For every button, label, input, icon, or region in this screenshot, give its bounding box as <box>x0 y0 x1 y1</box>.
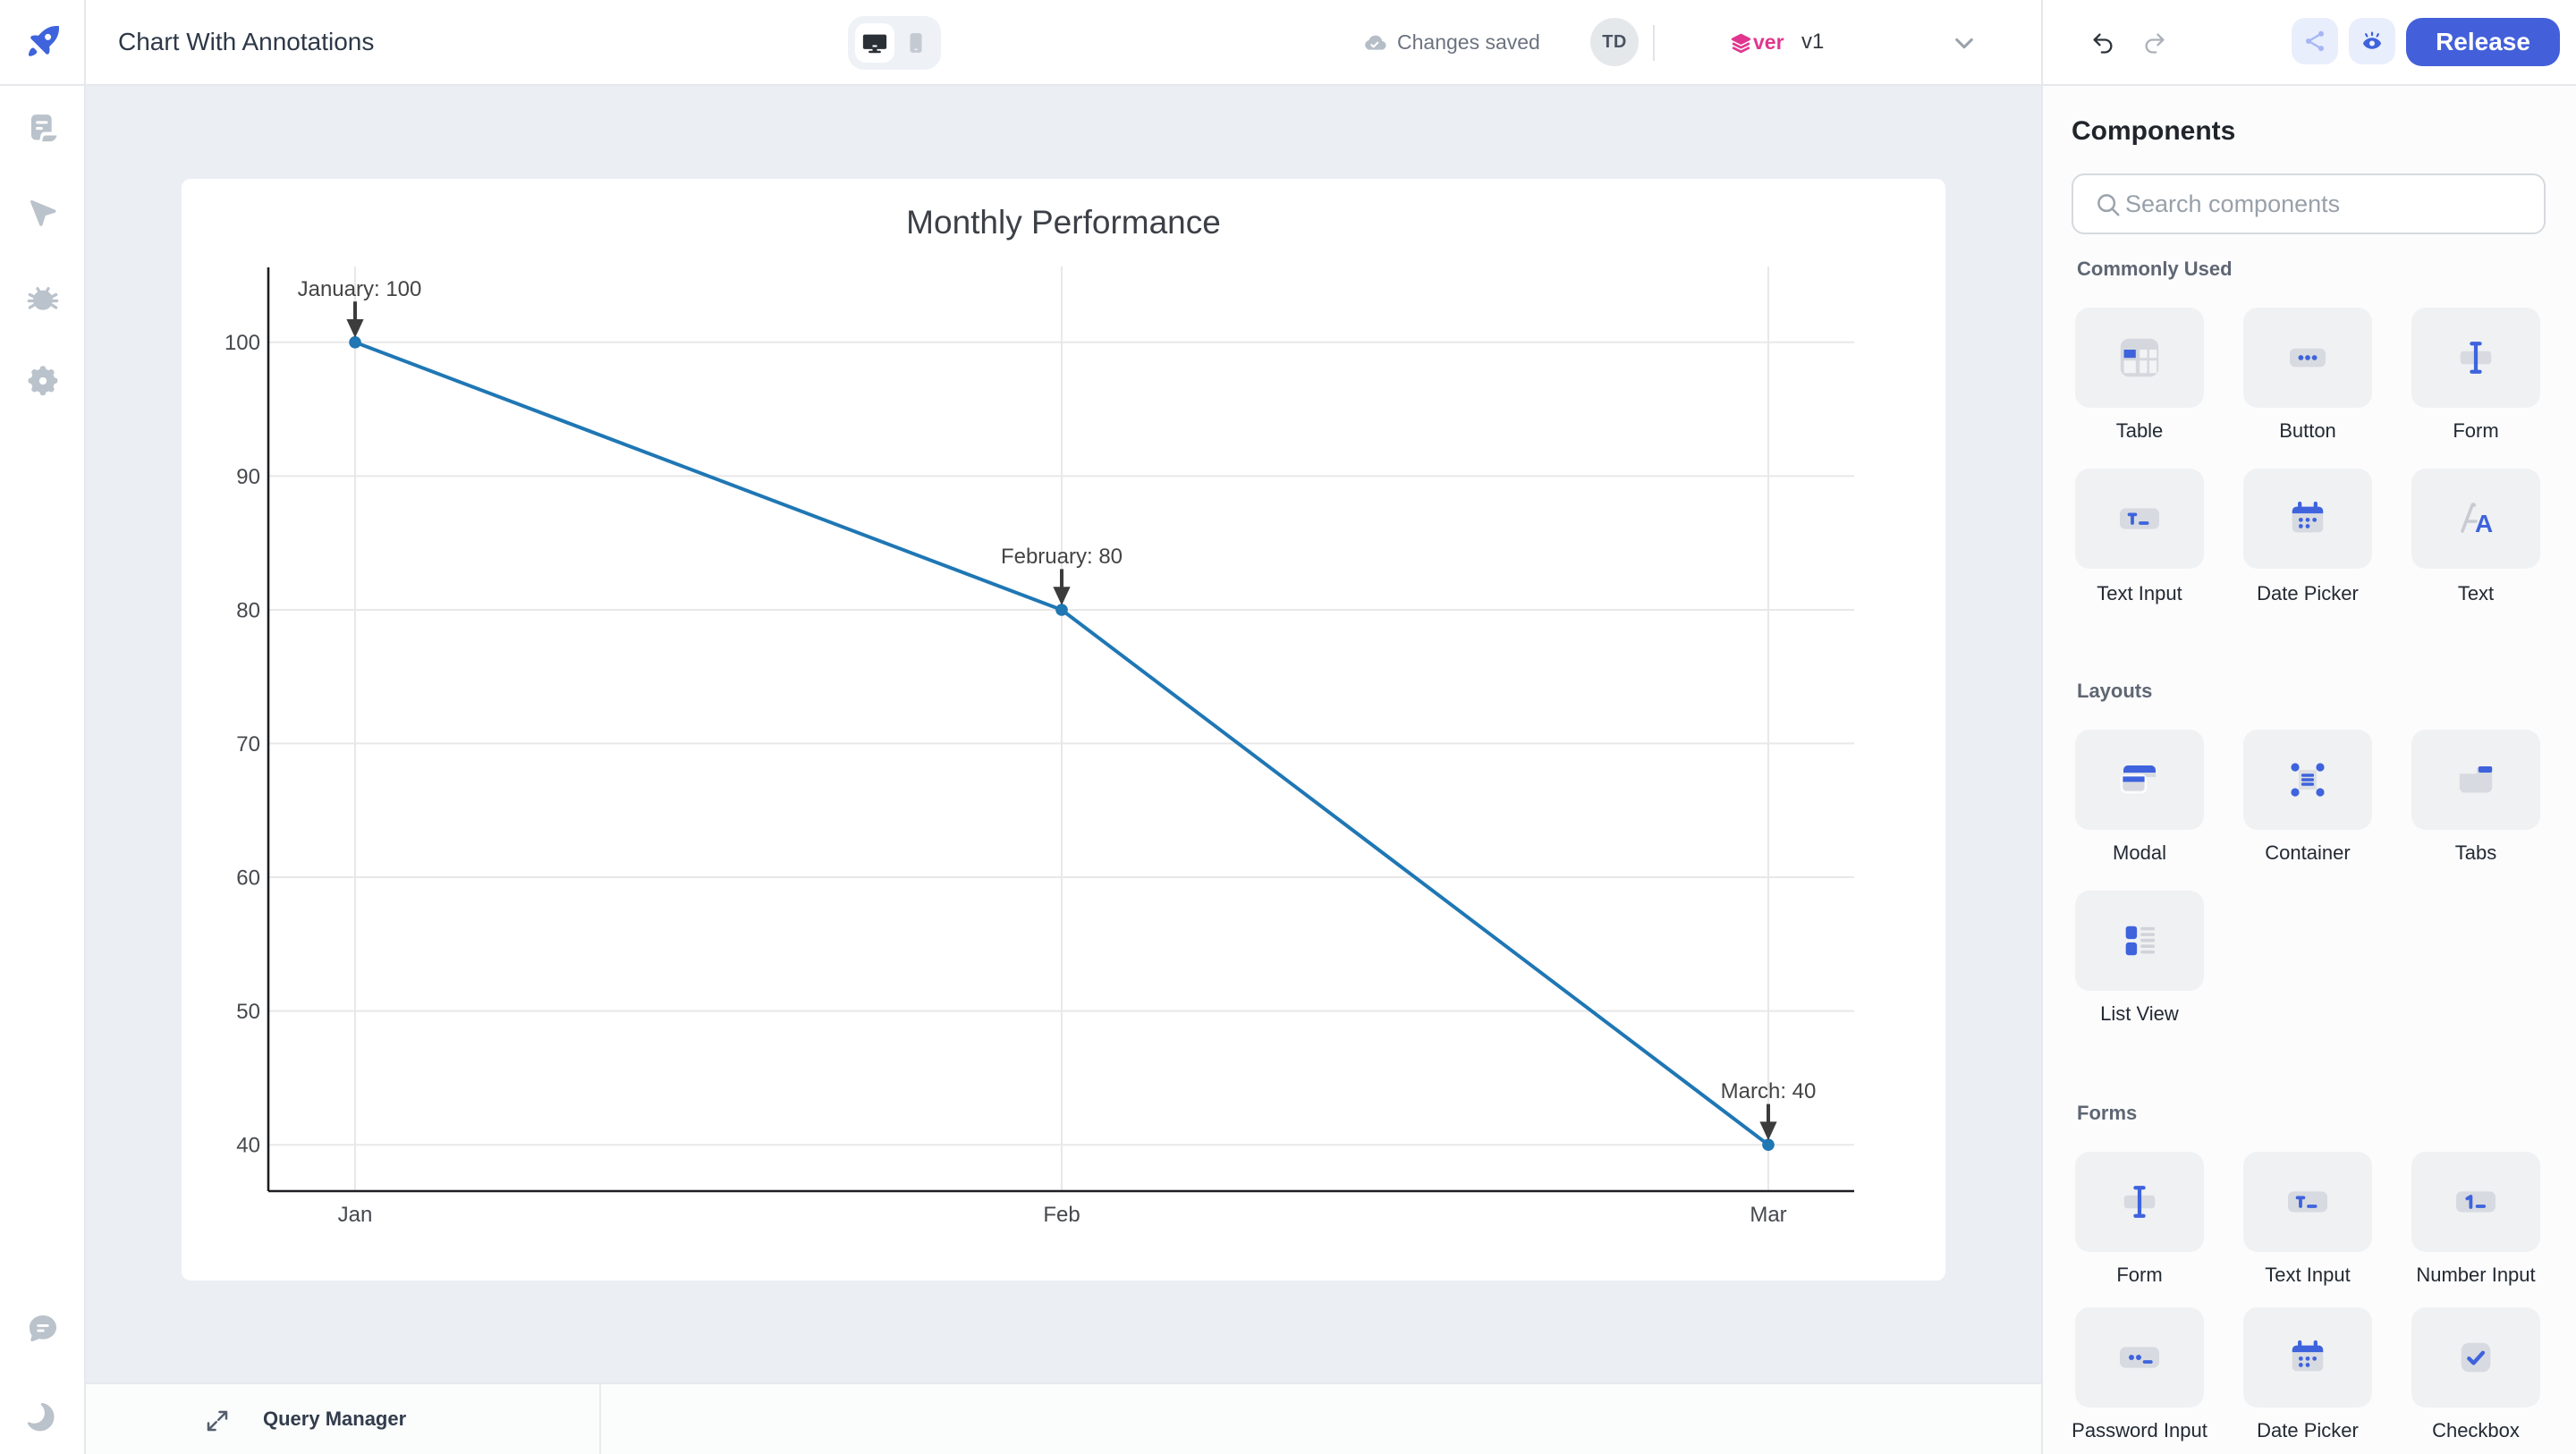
svg-text:50: 50 <box>236 1000 260 1024</box>
svg-text:90: 90 <box>236 464 260 488</box>
svg-text:Mar: Mar <box>1750 1203 1786 1227</box>
svg-text:Feb: Feb <box>1043 1203 1080 1227</box>
svg-text:January: 100: January: 100 <box>298 276 422 300</box>
svg-text:80: 80 <box>236 598 260 622</box>
svg-text:60: 60 <box>236 866 260 890</box>
svg-text:March: 40: March: 40 <box>1721 1079 1817 1103</box>
svg-text:A: A <box>2475 510 2493 537</box>
svg-text:Jan: Jan <box>338 1203 373 1227</box>
svg-text:70: 70 <box>236 731 260 756</box>
svg-text:100: 100 <box>225 331 260 355</box>
svg-text:Monthly Performance: Monthly Performance <box>906 204 1221 241</box>
svg-text:40: 40 <box>236 1133 260 1157</box>
svg-text:February: 80: February: 80 <box>1001 545 1123 569</box>
